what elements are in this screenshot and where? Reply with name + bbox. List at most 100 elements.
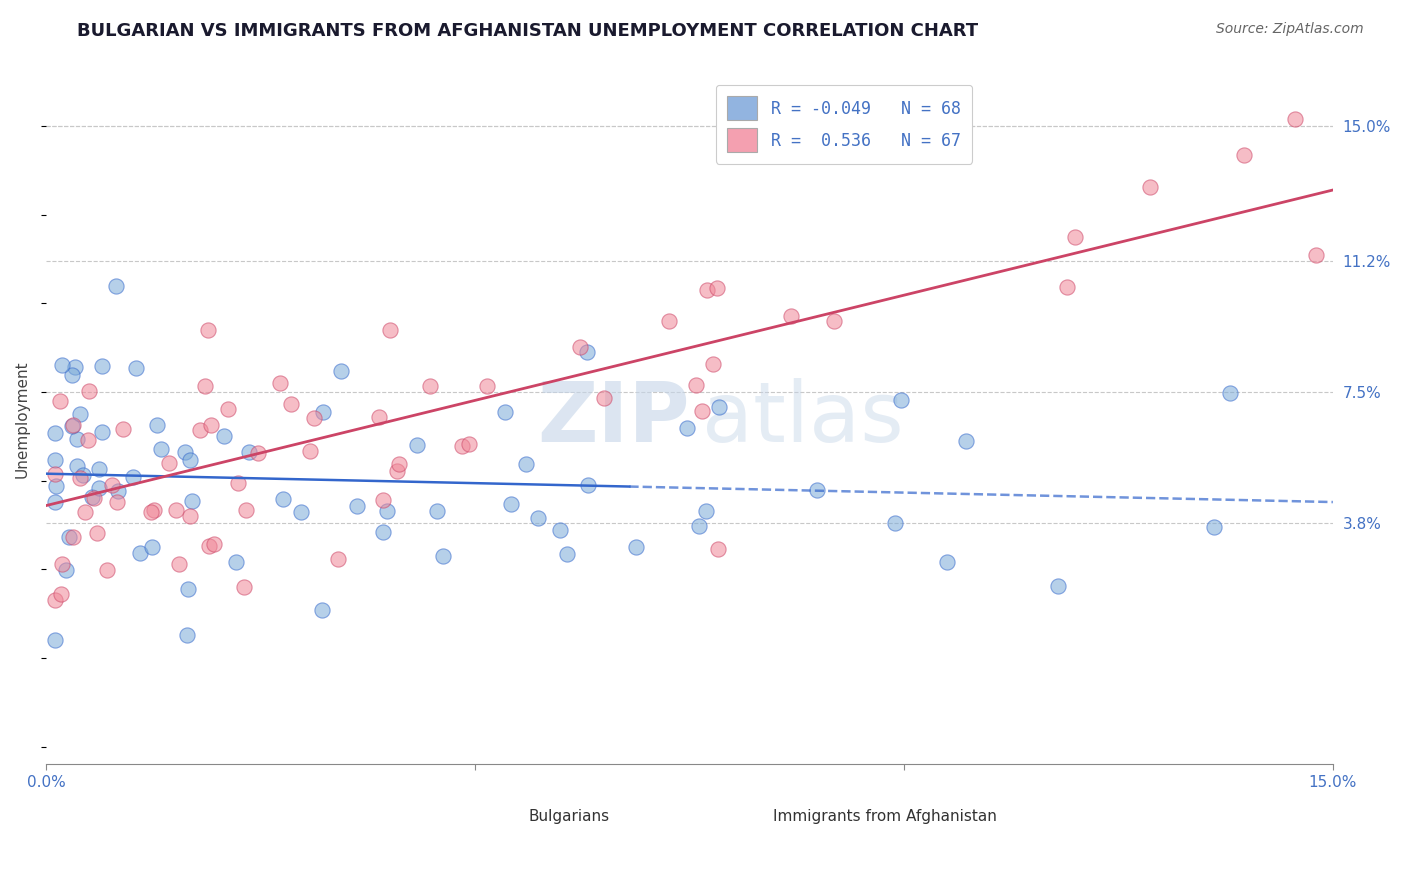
Point: [676, 421, 699, 435]
Point: [51, 586, 73, 600]
Point: [177, 582, 200, 596]
Point: [527, 511, 550, 525]
FancyBboxPatch shape: [461, 804, 516, 829]
Point: [432, 549, 454, 563]
Point: [624, 540, 647, 554]
Point: [179, 453, 201, 467]
Point: [60, 368, 83, 382]
Point: [124, 360, 146, 375]
Point: [146, 418, 169, 433]
Point: [884, 516, 907, 530]
Point: [105, 494, 128, 508]
Y-axis label: Unemployment: Unemployment: [15, 359, 30, 477]
Point: [96, 563, 118, 577]
Point: [179, 508, 201, 523]
Point: [688, 519, 710, 533]
Point: [235, 502, 257, 516]
Point: [548, 523, 571, 537]
Point: [1284, 112, 1306, 126]
Point: [1232, 148, 1254, 162]
Point: [328, 552, 350, 566]
Point: [246, 446, 269, 460]
Point: [706, 281, 728, 295]
Point: [555, 547, 578, 561]
Point: [377, 504, 399, 518]
Point: [592, 391, 614, 405]
Point: [302, 410, 325, 425]
Point: [232, 580, 254, 594]
Point: [569, 340, 592, 354]
Point: [45, 479, 67, 493]
Point: [76, 433, 98, 447]
Point: [702, 358, 724, 372]
Point: [658, 314, 681, 328]
Point: [499, 497, 522, 511]
Point: [198, 539, 221, 553]
Point: [312, 404, 335, 418]
Point: [48, 394, 70, 409]
Point: [149, 442, 172, 457]
Point: [44, 467, 66, 481]
Point: [173, 445, 195, 459]
Point: [202, 536, 225, 550]
Point: [1056, 280, 1078, 294]
Point: [44, 425, 66, 440]
Point: [1219, 386, 1241, 401]
Text: Bulgarians: Bulgarians: [529, 809, 610, 824]
Point: [225, 555, 247, 569]
Point: [139, 504, 162, 518]
Point: [935, 555, 957, 569]
Point: [82, 491, 104, 505]
Point: [44, 633, 66, 648]
Point: [69, 407, 91, 421]
Point: [197, 323, 219, 337]
Point: [576, 478, 599, 492]
Point: [269, 376, 291, 390]
Point: [141, 541, 163, 555]
Point: [83, 491, 105, 505]
Point: [122, 470, 145, 484]
Legend: R = -0.049   N = 68, R =  0.536   N = 67: R = -0.049 N = 68, R = 0.536 N = 67: [716, 85, 972, 163]
Point: [142, 503, 165, 517]
Point: [91, 359, 114, 374]
Point: [66, 459, 89, 474]
Point: [89, 462, 111, 476]
Point: [419, 379, 441, 393]
Text: Source: ZipAtlas.com: Source: ZipAtlas.com: [1216, 22, 1364, 37]
Point: [695, 504, 717, 518]
Point: [779, 309, 801, 323]
Point: [69, 471, 91, 485]
Text: atlas: atlas: [703, 378, 904, 459]
Point: [200, 418, 222, 433]
Point: [58, 530, 80, 544]
Point: [62, 530, 84, 544]
Text: ZIP: ZIP: [537, 378, 689, 459]
Point: [44, 453, 66, 467]
Point: [129, 546, 152, 560]
Point: [66, 432, 89, 446]
Point: [696, 283, 718, 297]
Point: [86, 525, 108, 540]
Point: [107, 484, 129, 499]
Point: [890, 392, 912, 407]
Point: [1047, 578, 1070, 592]
Point: [494, 405, 516, 419]
Point: [165, 502, 187, 516]
Point: [89, 481, 111, 495]
Point: [63, 360, 86, 375]
Point: [273, 492, 295, 507]
Point: [188, 424, 211, 438]
Point: [451, 439, 474, 453]
Point: [226, 476, 249, 491]
Point: [212, 429, 235, 443]
Point: [378, 323, 401, 337]
Point: [194, 379, 217, 393]
Point: [738, 126, 761, 140]
Point: [330, 363, 353, 377]
Point: [1063, 229, 1085, 244]
Point: [371, 493, 394, 508]
Point: [72, 468, 94, 483]
Point: [709, 400, 731, 414]
Point: [426, 504, 449, 518]
Point: [91, 425, 114, 439]
